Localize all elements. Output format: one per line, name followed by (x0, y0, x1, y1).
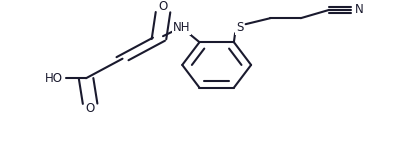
Text: NH: NH (173, 21, 190, 34)
Text: S: S (236, 21, 244, 34)
Text: HO: HO (45, 72, 63, 85)
Text: O: O (158, 0, 168, 13)
Text: O: O (85, 102, 95, 115)
Text: N: N (355, 3, 364, 16)
